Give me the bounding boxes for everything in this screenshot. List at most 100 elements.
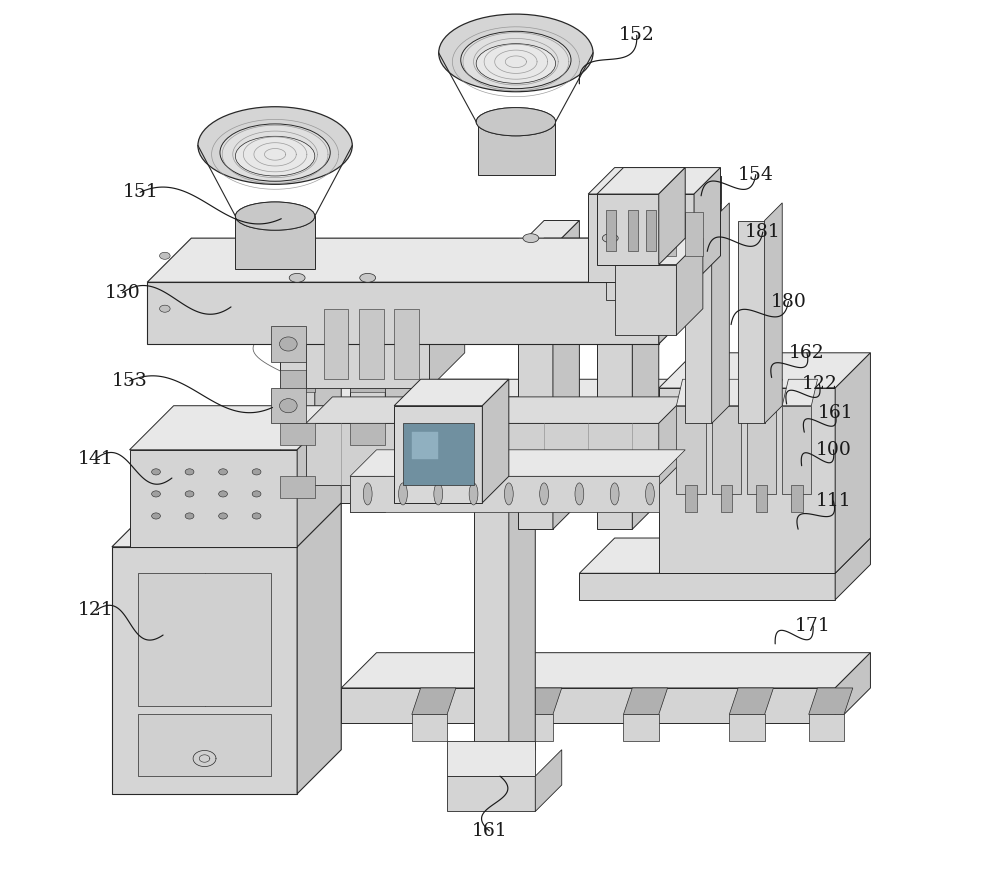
- Polygon shape: [394, 379, 509, 406]
- Polygon shape: [341, 688, 835, 723]
- Polygon shape: [306, 265, 465, 300]
- Polygon shape: [606, 212, 623, 256]
- Text: 141: 141: [78, 450, 114, 467]
- Text: 154: 154: [738, 166, 774, 183]
- Polygon shape: [394, 406, 482, 503]
- Polygon shape: [632, 212, 650, 256]
- Polygon shape: [729, 688, 773, 714]
- Polygon shape: [280, 370, 315, 392]
- Polygon shape: [130, 406, 341, 450]
- Polygon shape: [280, 476, 315, 498]
- Polygon shape: [138, 714, 271, 776]
- Polygon shape: [138, 573, 271, 706]
- Polygon shape: [729, 714, 765, 741]
- Polygon shape: [782, 406, 811, 494]
- Polygon shape: [535, 750, 562, 811]
- Polygon shape: [350, 282, 385, 512]
- Text: 151: 151: [122, 183, 158, 201]
- Polygon shape: [809, 688, 853, 714]
- Ellipse shape: [540, 483, 549, 505]
- Polygon shape: [447, 776, 535, 811]
- Polygon shape: [130, 450, 297, 547]
- Polygon shape: [623, 714, 659, 741]
- Polygon shape: [350, 318, 385, 340]
- Polygon shape: [579, 573, 835, 600]
- Polygon shape: [280, 318, 315, 340]
- Polygon shape: [588, 194, 694, 282]
- Polygon shape: [623, 688, 668, 714]
- Text: 161: 161: [472, 822, 507, 840]
- Polygon shape: [412, 432, 438, 459]
- Ellipse shape: [523, 234, 539, 243]
- Ellipse shape: [504, 483, 513, 505]
- Text: 152: 152: [619, 26, 655, 44]
- Ellipse shape: [220, 124, 330, 181]
- Polygon shape: [685, 485, 697, 512]
- Polygon shape: [659, 353, 870, 388]
- Ellipse shape: [152, 491, 160, 497]
- Polygon shape: [646, 210, 656, 251]
- Ellipse shape: [185, 513, 194, 519]
- Polygon shape: [628, 210, 638, 251]
- Ellipse shape: [185, 491, 194, 497]
- Polygon shape: [518, 220, 579, 247]
- Polygon shape: [271, 388, 306, 423]
- Polygon shape: [685, 212, 703, 256]
- Polygon shape: [606, 220, 623, 300]
- Polygon shape: [350, 450, 685, 476]
- Polygon shape: [835, 353, 870, 573]
- Ellipse shape: [627, 252, 638, 259]
- Polygon shape: [606, 176, 721, 203]
- Polygon shape: [518, 265, 632, 300]
- Polygon shape: [712, 379, 747, 406]
- Ellipse shape: [198, 107, 352, 184]
- Ellipse shape: [219, 469, 227, 475]
- Ellipse shape: [476, 108, 556, 136]
- Ellipse shape: [280, 337, 297, 351]
- Polygon shape: [597, 247, 632, 529]
- Polygon shape: [659, 212, 676, 256]
- Polygon shape: [412, 714, 447, 741]
- Polygon shape: [280, 423, 791, 503]
- Polygon shape: [659, 388, 835, 573]
- Polygon shape: [429, 265, 465, 388]
- Polygon shape: [579, 538, 870, 573]
- Ellipse shape: [289, 273, 305, 282]
- Polygon shape: [597, 220, 659, 247]
- Polygon shape: [306, 300, 429, 388]
- Ellipse shape: [360, 273, 376, 282]
- Polygon shape: [341, 653, 870, 688]
- Text: 122: 122: [801, 375, 837, 392]
- Polygon shape: [712, 203, 729, 423]
- Polygon shape: [835, 538, 870, 600]
- Text: 161: 161: [817, 404, 853, 422]
- Ellipse shape: [363, 483, 372, 505]
- Polygon shape: [747, 406, 776, 494]
- Polygon shape: [791, 379, 835, 503]
- Polygon shape: [271, 326, 306, 362]
- Polygon shape: [235, 216, 315, 269]
- Polygon shape: [350, 423, 385, 445]
- Polygon shape: [615, 265, 676, 335]
- Polygon shape: [447, 741, 535, 776]
- Polygon shape: [509, 397, 535, 776]
- Polygon shape: [518, 714, 553, 741]
- Polygon shape: [112, 503, 341, 547]
- Ellipse shape: [399, 483, 407, 505]
- Polygon shape: [350, 256, 412, 282]
- Polygon shape: [835, 653, 870, 723]
- Ellipse shape: [252, 491, 261, 497]
- Ellipse shape: [469, 483, 478, 505]
- Polygon shape: [615, 238, 703, 265]
- Polygon shape: [659, 238, 703, 344]
- Polygon shape: [518, 247, 553, 529]
- Ellipse shape: [434, 483, 443, 505]
- Polygon shape: [588, 168, 721, 194]
- Ellipse shape: [280, 399, 297, 413]
- Text: 121: 121: [78, 602, 114, 619]
- Polygon shape: [297, 406, 341, 547]
- Polygon shape: [280, 256, 341, 282]
- Polygon shape: [482, 379, 509, 503]
- Polygon shape: [632, 220, 659, 529]
- Text: 181: 181: [745, 223, 781, 241]
